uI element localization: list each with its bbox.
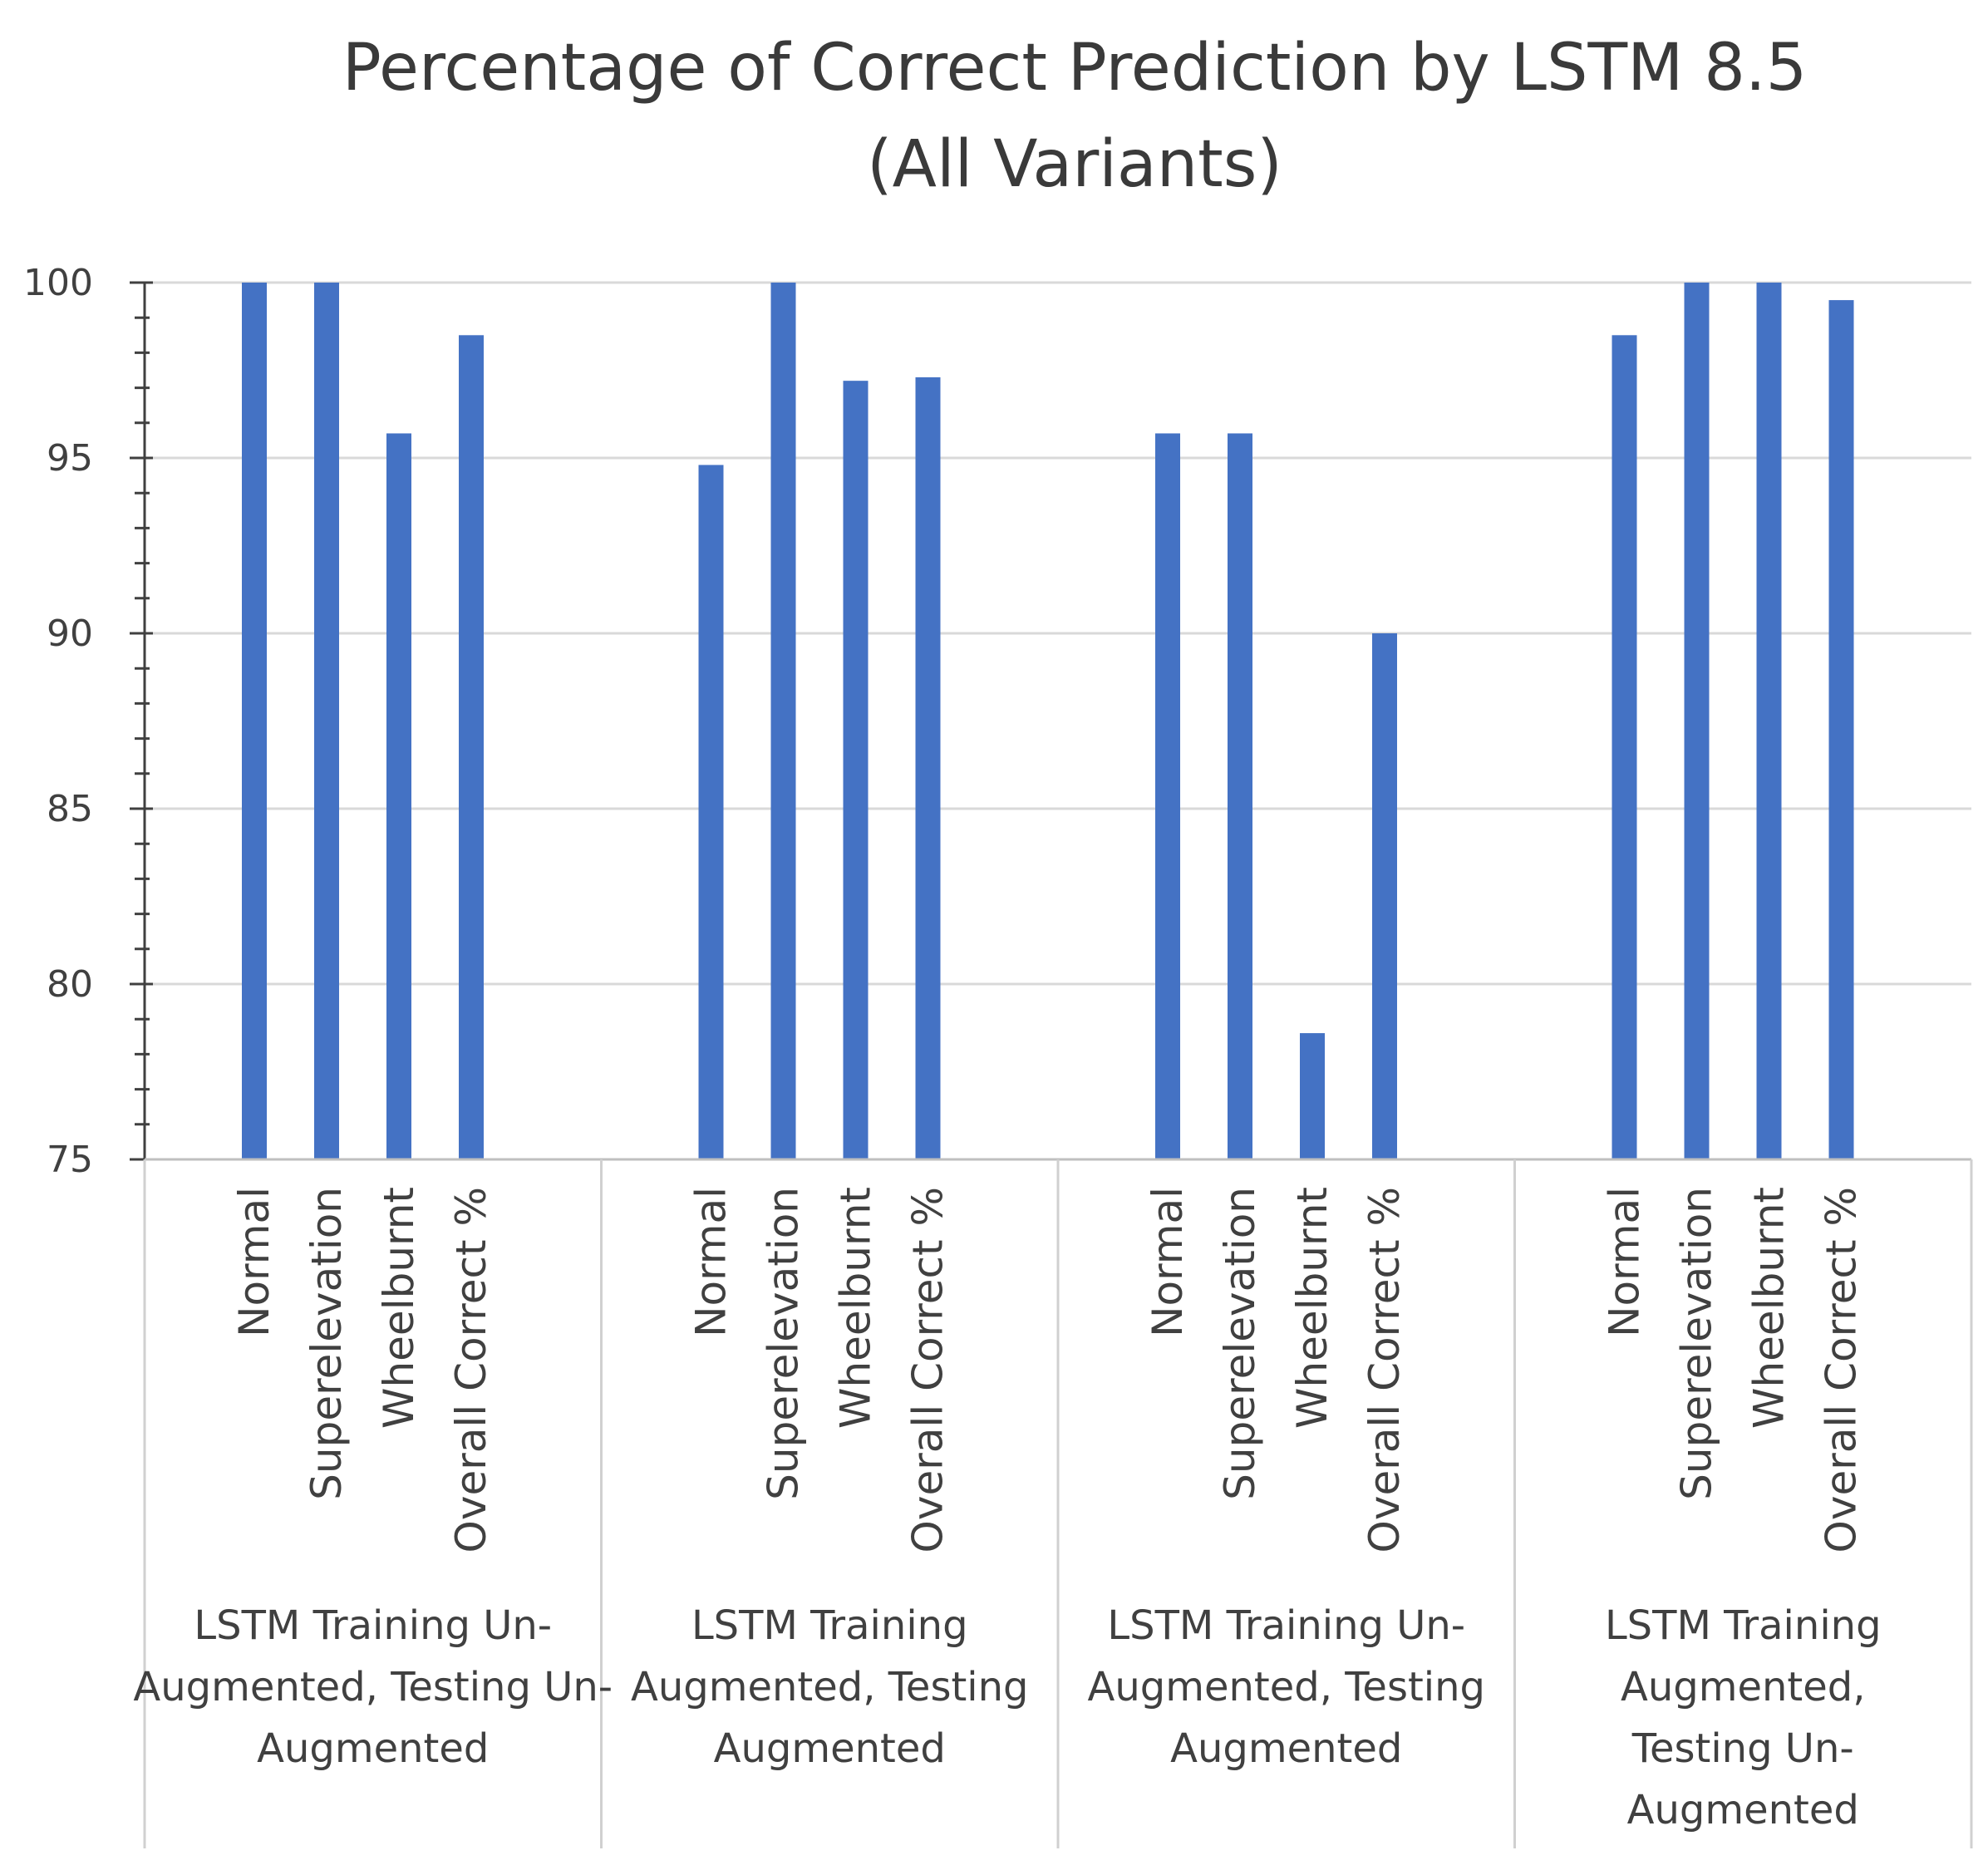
chart-title: Percentage of Correct Prediction by LSTM… — [342, 31, 1808, 202]
group-label-line: LSTM Training — [1605, 1602, 1882, 1649]
bar-group1-normal — [242, 283, 267, 1159]
y-tick-label-85: 85 — [47, 788, 93, 830]
bar-group3-normal — [1155, 433, 1180, 1159]
category-label: Wheelburnt — [375, 1187, 423, 1429]
group-label-line: LSTM Training — [691, 1602, 968, 1649]
group-label-line: Augmented — [1170, 1725, 1402, 1772]
category-label: Superelevation — [760, 1187, 808, 1500]
bars — [242, 283, 1854, 1160]
category-label: Superelevation — [1673, 1187, 1721, 1500]
bar-group3-wheelburnt — [1300, 1033, 1325, 1159]
category-label: Overall Correct % — [1361, 1187, 1409, 1553]
bar-group4-normal — [1612, 335, 1637, 1159]
bar-group2-superelevation — [770, 283, 796, 1159]
bar-group1-superelevation — [314, 283, 339, 1159]
bar-group2-wheelburnt — [843, 381, 869, 1159]
group-label-line: Augmented — [257, 1725, 489, 1772]
category-label: Wheelburnt — [832, 1187, 880, 1429]
y-tick-label-90: 90 — [47, 613, 93, 655]
chart-title-line-2: (All Variants) — [867, 127, 1282, 202]
category-label: Wheelburnt — [1288, 1187, 1336, 1429]
bar-group4-overall-correct- — [1828, 300, 1854, 1160]
group-label-line: Augmented, Testing Un- — [133, 1664, 613, 1710]
group-label-line: Augmented, — [1621, 1664, 1866, 1710]
bar-group2-normal — [698, 465, 724, 1159]
category-label: Wheelburnt — [1745, 1187, 1794, 1429]
category-label: Normal — [687, 1187, 736, 1337]
gridlines — [145, 281, 1971, 986]
bar-group3-superelevation — [1228, 433, 1252, 1159]
group-label-line: Testing Un- — [1631, 1725, 1854, 1772]
y-tick-label-100: 100 — [23, 262, 93, 304]
category-label: Overall Correct % — [1818, 1187, 1866, 1553]
group-label-line: LSTM Training Un- — [194, 1602, 552, 1649]
group-label-line: Augmented, Testing — [631, 1664, 1029, 1710]
category-label: Overall Correct % — [447, 1187, 495, 1553]
bar-group1-overall-correct- — [459, 335, 484, 1159]
y-tick-label-95: 95 — [47, 437, 93, 480]
chart-title-line-1: Percentage of Correct Prediction by LSTM… — [342, 31, 1808, 106]
category-label: Normal — [230, 1187, 278, 1337]
group-label-line: LSTM Training Un- — [1107, 1602, 1465, 1649]
category-label: Overall Correct % — [904, 1187, 952, 1553]
category-label: Normal — [1601, 1187, 1649, 1337]
bar-group2-overall-correct- — [915, 376, 941, 1159]
bar-group4-superelevation — [1684, 283, 1710, 1159]
axes: 75 80 85 90 95 100 — [23, 262, 1973, 1848]
bar-group3-overall-correct- — [1372, 633, 1397, 1159]
y-tick-label-75: 75 — [47, 1139, 93, 1181]
group-label-line: Augmented — [714, 1725, 946, 1772]
y-tick-label-80: 80 — [47, 963, 93, 1006]
category-label: Superelevation — [1216, 1187, 1264, 1500]
category-labels: Normal Superelevation Wheelburnt Overall Co… — [133, 1187, 1881, 1833]
bar-group4-wheelburnt — [1756, 283, 1782, 1159]
bar-group1-wheelburnt — [386, 433, 411, 1159]
category-label: Normal — [1144, 1187, 1192, 1337]
group-label-line: Augmented, Testing — [1087, 1664, 1485, 1710]
category-label: Superelevation — [303, 1187, 351, 1500]
group-label-line: Augmented — [1627, 1787, 1859, 1833]
